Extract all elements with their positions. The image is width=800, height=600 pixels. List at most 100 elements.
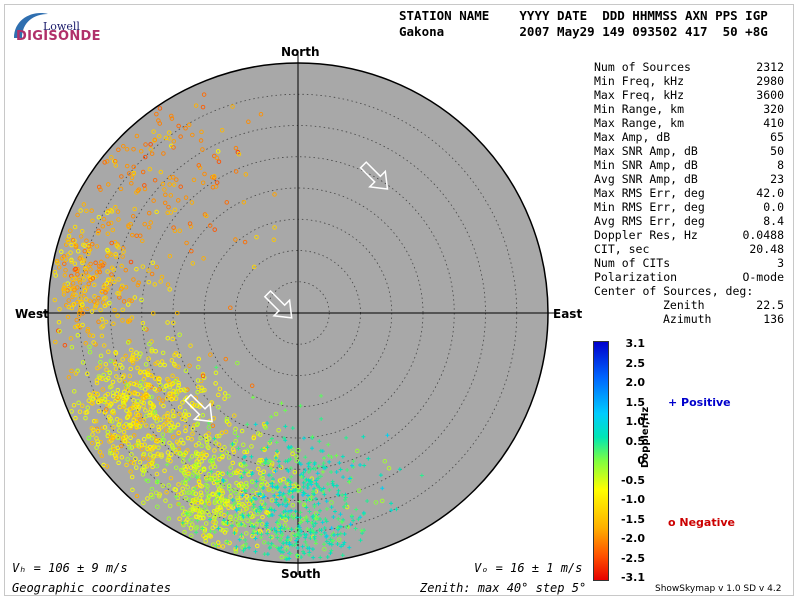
data-point-negative [85,326,91,332]
data-point-negative [160,398,166,403]
data-point-negative [167,503,173,509]
data-point-positive [285,511,290,516]
data-point-negative [156,379,162,385]
data-point-negative [92,293,97,299]
data-point-negative [167,182,172,187]
data-point-negative [196,356,202,362]
data-point-negative [147,410,153,415]
data-point-negative [129,406,134,411]
data-point-negative [75,285,80,290]
data-point-positive [332,533,337,538]
data-point-positive [351,518,356,523]
data-point-negative [210,525,216,531]
data-point-positive [353,526,358,531]
data-point-negative [66,233,72,239]
data-point-positive [331,515,336,520]
data-point-negative [216,442,222,447]
data-point-negative [217,475,222,481]
data-point-positive [380,486,385,491]
data-point-negative [195,378,201,383]
data-point-positive [278,513,283,518]
center-zenith-value: 22.5 [756,298,784,312]
data-point-negative [107,300,112,306]
data-point-negative [145,496,150,501]
vertical-velocity: Vₒ = 16 ± 1 m/s [474,561,583,575]
data-point-negative [150,423,155,429]
data-point-negative [189,517,194,523]
data-point-positive [259,535,264,540]
data-point-negative [206,425,212,430]
data-point-negative [113,366,119,371]
data-point-negative [207,223,213,228]
data-point-negative [224,419,230,424]
data-point-negative [103,290,108,295]
data-point-positive [274,497,279,502]
data-point-positive [335,525,340,530]
data-point-negative [103,295,108,300]
data-point-positive [282,526,287,531]
data-point-negative [272,225,277,230]
data-point-negative [130,358,135,363]
data-point-negative [216,512,222,517]
data-point-negative [134,465,139,470]
data-point-positive [318,474,323,479]
data-point-negative [185,517,190,522]
data-point-negative [173,379,178,384]
param-value: 20.48 [749,242,784,256]
data-point-positive [329,542,334,547]
data-point-negative [217,457,222,462]
data-point-negative [69,276,75,282]
data-point-negative [208,534,214,539]
data-point-positive [362,463,367,468]
data-point-negative [228,494,233,499]
data-point-positive [283,424,288,429]
plot-frame [4,4,794,596]
data-point-negative [87,344,92,350]
data-point-negative [240,463,246,469]
data-point-negative [142,183,147,188]
param-value: 65 [770,130,784,144]
data-point-negative [100,387,106,392]
data-point-negative [244,505,250,511]
data-point-negative [293,482,298,487]
data-point-positive [331,483,336,488]
data-point-negative [96,408,102,414]
data-point-negative [211,454,217,460]
data-point-negative [215,149,221,154]
data-point-negative [63,242,69,247]
data-point-negative [70,292,76,297]
data-point-negative [134,420,140,425]
data-point-negative [203,482,209,488]
data-point-negative [76,248,81,254]
data-point-negative [165,335,171,341]
data-point-negative [187,363,192,368]
data-point-positive [303,468,308,473]
data-point-negative [135,365,140,371]
data-point-negative [169,381,175,387]
data-point-negative [189,533,194,538]
data-point-positive [208,517,213,522]
data-point-negative [293,453,299,459]
data-point-negative [80,360,86,365]
data-point-negative [172,413,177,419]
data-point-negative [137,412,143,418]
data-point-negative [152,444,158,450]
data-point-negative [84,238,89,243]
data-point-negative [165,417,170,423]
data-point-negative [57,328,62,334]
param-row: Max SNR Amp, dB 50 [594,144,794,158]
data-point-negative [156,427,162,433]
data-point-negative [129,347,134,353]
data-point-positive [278,481,283,486]
data-point-positive [324,506,329,511]
data-point-positive [233,513,238,518]
data-point-negative [113,455,119,461]
data-point-negative [138,149,144,154]
data-point-positive [323,465,328,470]
data-point-negative [200,104,206,110]
data-point-negative [69,368,74,374]
data-point-positive [245,447,250,452]
data-point-negative [157,376,162,382]
data-point-positive [290,543,295,548]
data-point-negative [94,380,100,386]
